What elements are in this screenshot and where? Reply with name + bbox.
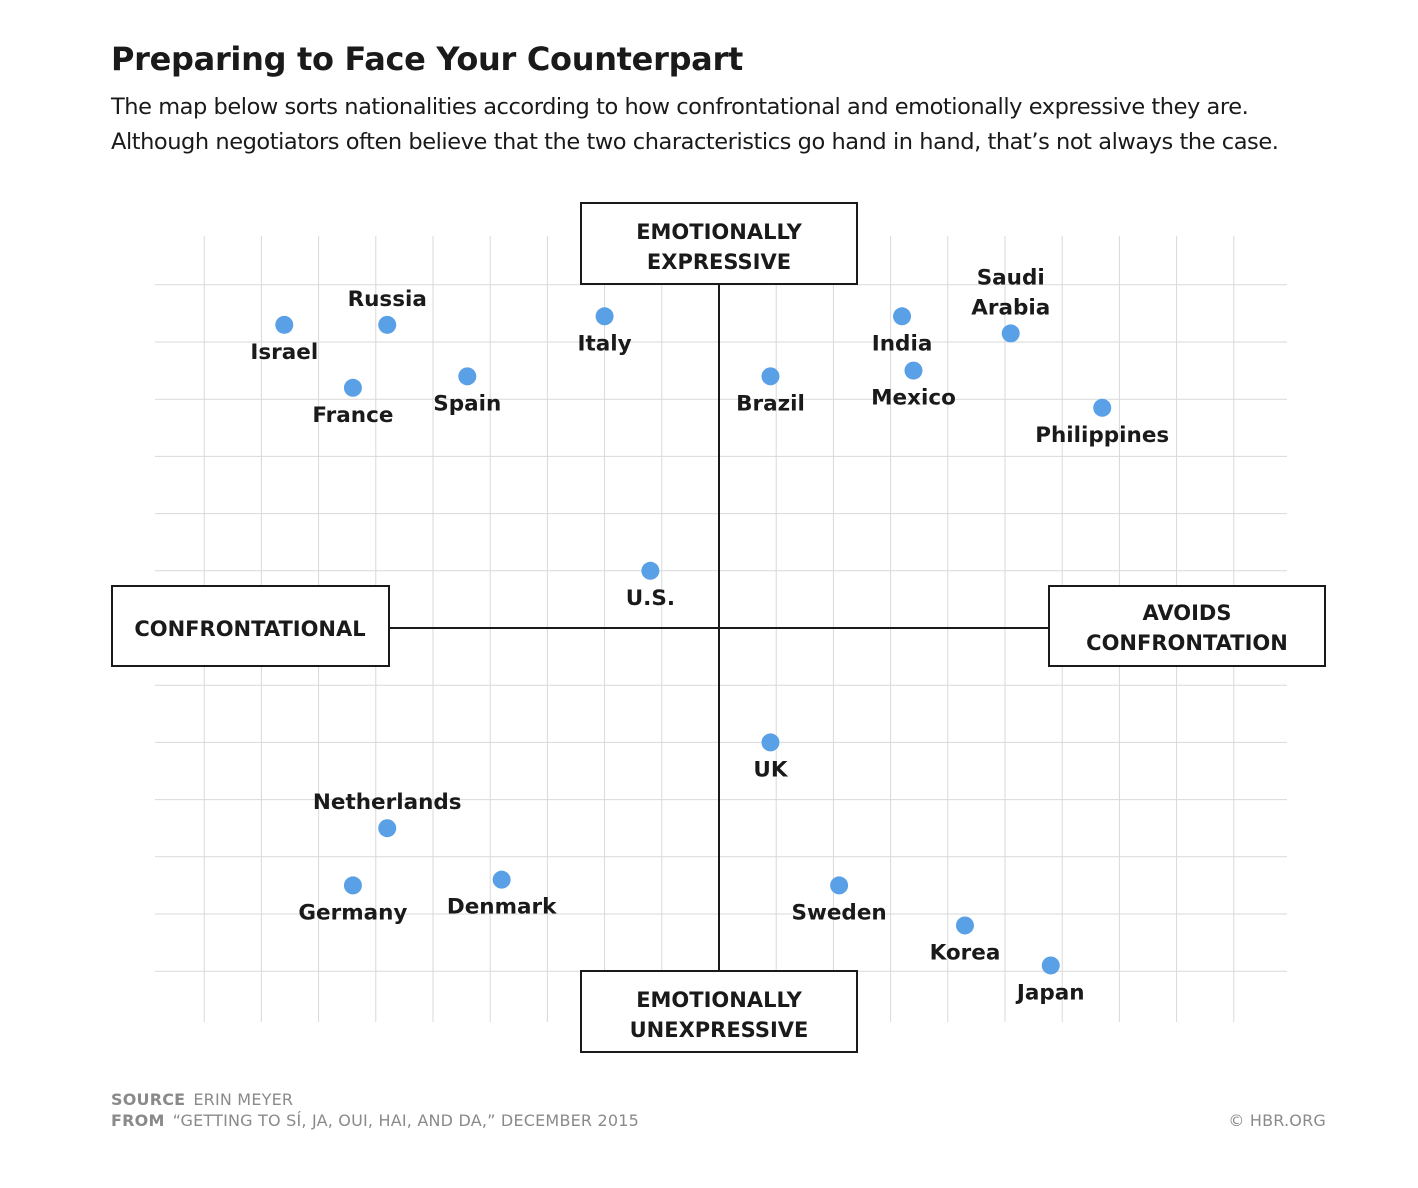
label-u-s: U.S. [626, 586, 675, 611]
axis-box-avoids-confrontation: AVOIDS CONFRONTATION [1048, 585, 1326, 667]
point-mexico [904, 361, 923, 380]
label-brazil: Brazil [736, 391, 805, 416]
point-uk [761, 733, 780, 752]
point-japan [1041, 956, 1060, 975]
from-value: “GETTING TO SÍ, JA, OUI, HAI, AND DA,” D… [172, 1111, 640, 1130]
point-brazil [761, 367, 780, 386]
axis-box-confrontational: CONFRONTATIONAL [111, 585, 390, 667]
label-saudi-arabia: Saudi Arabia [971, 265, 1050, 320]
source-value: ERIN MEYER [193, 1090, 294, 1109]
point-germany [343, 876, 362, 895]
label-netherlands: Netherlands [313, 790, 462, 815]
axis-box-right-line-2: CONFRONTATION [1086, 631, 1288, 655]
point-spain [458, 367, 477, 386]
point-denmark [492, 870, 511, 889]
point-russia [378, 315, 397, 334]
axis-box-top-line-2: EXPRESSIVE [647, 250, 791, 274]
label-mexico: Mexico [871, 386, 956, 411]
label-germany: Germany [298, 900, 407, 925]
axis-box-right-line-1: AVOIDS [1143, 601, 1232, 625]
source-label: SOURCE [111, 1090, 186, 1109]
point-u-s [641, 561, 660, 580]
point-korea [955, 916, 974, 935]
label-sweden: Sweden [792, 900, 887, 925]
axis-box-top-line-1: EMOTIONALLY [636, 220, 802, 244]
from-label: FROM [111, 1111, 165, 1130]
label-korea: Korea [930, 940, 1001, 965]
axis-box-emotionally-unexpressive: EMOTIONALLY UNEXPRESSIVE [580, 970, 858, 1053]
label-japan: Japan [1015, 980, 1085, 1005]
axis-box-bottom-line-2: UNEXPRESSIVE [630, 1018, 809, 1042]
axis-box-bottom-line-1: EMOTIONALLY [636, 988, 802, 1012]
footer-source: SOURCE ERIN MEYER [111, 1090, 293, 1109]
footer-from: FROM “GETTING TO SÍ, JA, OUI, HAI, AND DA… [111, 1111, 639, 1130]
subtitle-line-1: The map below sorts nationalities accord… [111, 94, 1249, 120]
point-india [893, 307, 912, 326]
label-france: France [312, 403, 393, 428]
label-russia: Russia [348, 287, 427, 312]
point-philippines [1093, 398, 1112, 417]
point-saudi-arabia [1001, 324, 1020, 343]
point-italy [595, 307, 614, 326]
axis-box-emotionally-expressive: EMOTIONALLY EXPRESSIVE [580, 202, 858, 285]
footer-copyright: © HBR.ORG [1228, 1111, 1326, 1130]
point-sweden [830, 876, 849, 895]
label-india: India [872, 331, 933, 356]
subtitle-line-2: Although negotiators often believe that … [111, 129, 1279, 155]
chart-subtitle: The map below sorts nationalities accord… [111, 90, 1351, 160]
label-philippines: Philippines [1035, 423, 1169, 448]
point-israel [275, 315, 294, 334]
label-denmark: Denmark [447, 895, 557, 920]
point-netherlands [378, 819, 397, 838]
axes [389, 285, 1049, 971]
label-italy: Italy [578, 331, 632, 356]
axis-box-left-label: CONFRONTATIONAL [134, 617, 365, 641]
label-spain: Spain [433, 391, 501, 416]
data-points [275, 307, 1112, 975]
label-israel: Israel [250, 340, 318, 365]
data-point-labels: Israel Russia France Spain Italy Brazil India M… [250, 265, 1169, 1005]
label-uk: UK [753, 757, 788, 782]
chart-title: Preparing to Face Your Counterpart [111, 40, 743, 78]
point-france [343, 378, 362, 397]
